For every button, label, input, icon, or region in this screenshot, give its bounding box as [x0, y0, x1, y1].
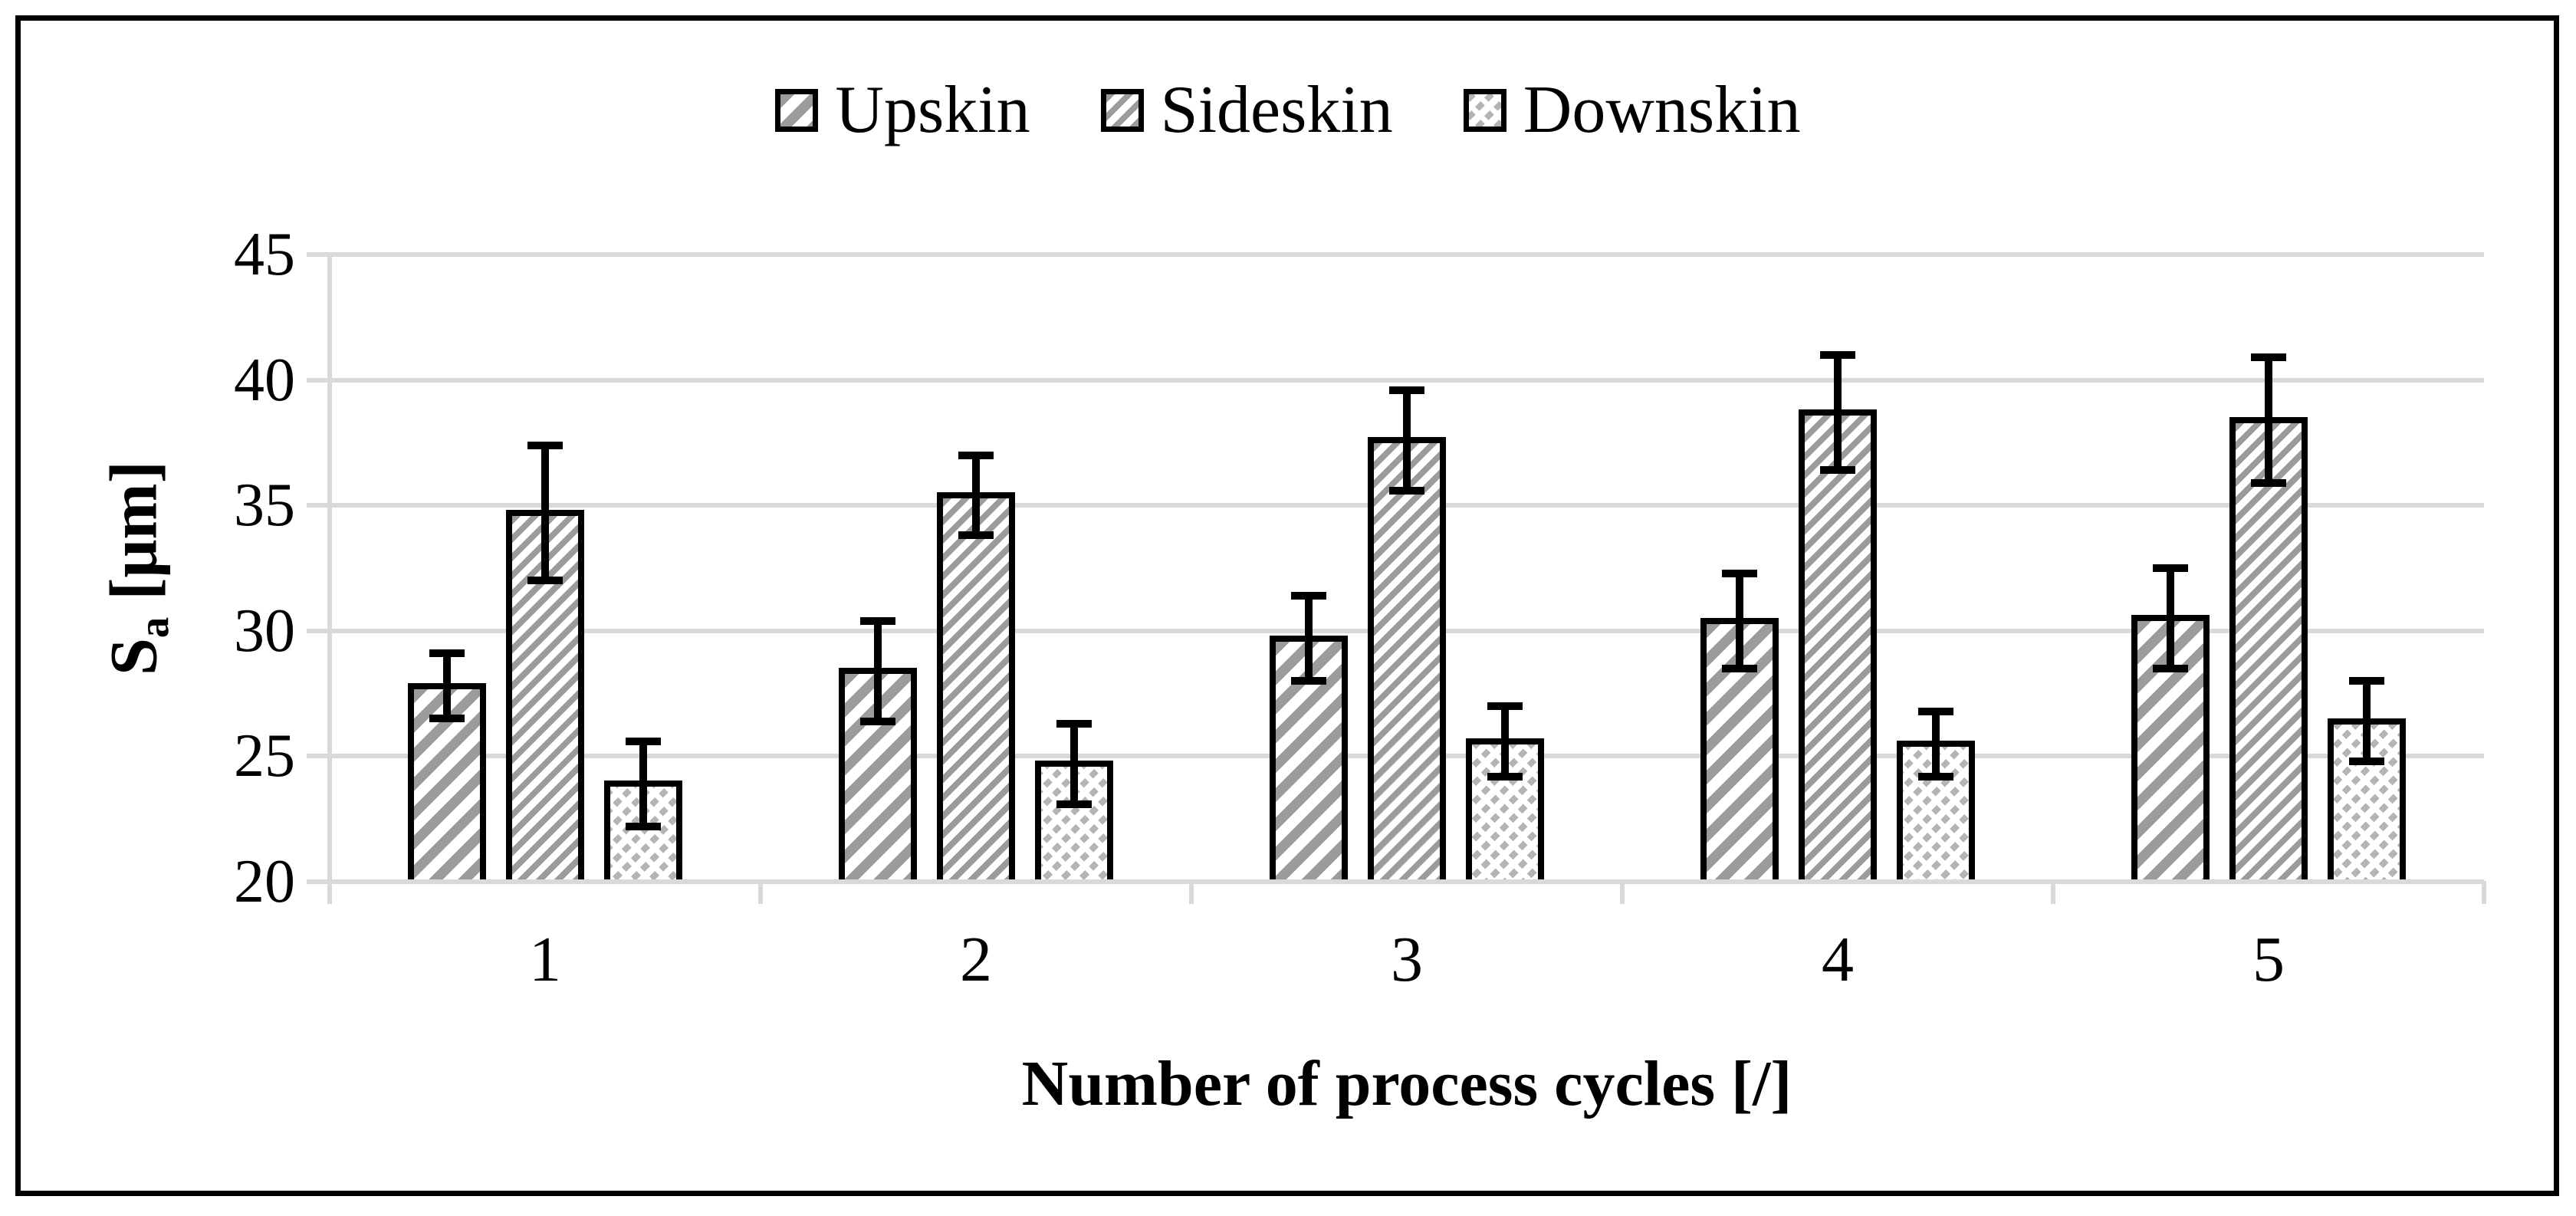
x-axis-line: [330, 879, 2484, 884]
x-axis-tick-4: [2051, 881, 2055, 904]
error-bar-cap-bottom-upskin-cycle-5: [2153, 664, 2188, 672]
error-bar-downskin-cycle-2: [1070, 723, 1078, 804]
x-category-label-2: 2: [960, 924, 992, 995]
y-axis-tick-45: [307, 252, 330, 257]
error-bar-cap-bottom-sideskin-cycle-1: [527, 577, 563, 585]
error-bar-cap-bottom-upskin-cycle-4: [1722, 664, 1757, 672]
error-bar-downskin-cycle-4: [1932, 711, 1940, 777]
x-axis-tick-5: [2482, 881, 2486, 904]
error-bar-upskin-cycle-2: [874, 620, 882, 721]
bar-sideskin-cycle-4: [1799, 409, 1877, 882]
chart-legend: Upskin Sideskin Downskin: [0, 77, 2576, 144]
error-bar-cap-top-sideskin-cycle-1: [527, 441, 563, 449]
y-tick-label-20: 20: [234, 848, 295, 915]
x-axis-tick-2: [1189, 881, 1194, 904]
error-bar-cap-top-downskin-cycle-5: [2349, 677, 2384, 685]
error-bar-cap-top-upskin-cycle-4: [1722, 569, 1757, 577]
error-bar-cap-top-downskin-cycle-2: [1056, 719, 1092, 728]
error-bar-cap-top-sideskin-cycle-5: [2251, 353, 2286, 362]
y-tick-label-45: 45: [234, 221, 295, 288]
error-bar-upskin-cycle-4: [1736, 573, 1743, 669]
legend-item-downskin: Downskin: [1463, 73, 1801, 147]
error-bar-downskin-cycle-5: [2363, 681, 2371, 761]
error-bar-cap-bottom-downskin-cycle-3: [1487, 772, 1523, 781]
x-category-label-1: 1: [529, 924, 561, 995]
y-tick-label-25: 25: [234, 722, 295, 790]
legend-item-sideskin: Sideskin: [1100, 73, 1393, 147]
x-axis-tick-0: [327, 881, 332, 904]
error-bar-cap-bottom-downskin-cycle-5: [2349, 757, 2384, 765]
legend-label-sideskin: Sideskin: [1160, 73, 1393, 147]
error-bar-upskin-cycle-5: [2167, 568, 2174, 669]
bar-sideskin-cycle-3: [1368, 437, 1446, 882]
gridline-40: [330, 377, 2484, 383]
error-bar-downskin-cycle-1: [639, 741, 647, 827]
error-bar-sideskin-cycle-5: [2265, 357, 2272, 483]
legend-item-upskin: Upskin: [775, 77, 1030, 144]
error-bar-downskin-cycle-3: [1501, 705, 1509, 777]
bar-upskin-cycle-3: [1270, 635, 1348, 882]
x-category-label-4: 4: [1822, 924, 1854, 995]
bar-downskin-cycle-3: [1466, 738, 1544, 882]
figure-border: [15, 15, 2559, 1196]
plot-area: 20 25 30 35 40 45 1 2 3 4 5: [234, 221, 2486, 995]
error-bar-cap-top-sideskin-cycle-3: [1389, 386, 1424, 394]
y-tick-label-40: 40: [234, 346, 295, 414]
error-bar-cap-top-downskin-cycle-4: [1918, 707, 1953, 715]
error-bar-cap-top-sideskin-cycle-2: [958, 451, 994, 459]
error-bar-cap-top-upskin-cycle-1: [429, 649, 465, 658]
error-bar-cap-bottom-upskin-cycle-2: [860, 717, 895, 725]
error-bar-cap-top-upskin-cycle-2: [860, 616, 895, 625]
legend-swatch-sideskin-hatch-icon: [1100, 89, 1144, 132]
bar-sideskin-cycle-2: [937, 492, 1015, 882]
error-bar-cap-bottom-upskin-cycle-3: [1291, 677, 1326, 685]
x-category-label-3: 3: [1391, 924, 1423, 995]
y-tick-label-35: 35: [234, 472, 295, 540]
legend-label-downskin: Downskin: [1523, 73, 1801, 147]
x-axis-title: Number of process cycles [/]: [1021, 1048, 1792, 1119]
error-bar-cap-top-downskin-cycle-3: [1487, 702, 1523, 710]
bar-downskin-cycle-4: [1897, 741, 1975, 882]
error-bar-cap-bottom-downskin-cycle-4: [1918, 772, 1953, 781]
y-axis-tick-20: [307, 879, 330, 884]
bar-downskin-cycle-2: [1035, 761, 1113, 882]
y-axis-tick-25: [307, 754, 330, 759]
y-axis-tick-30: [307, 628, 330, 633]
x-axis-tick-3: [1620, 881, 1625, 904]
error-bar-sideskin-cycle-1: [541, 445, 549, 581]
x-category-label-5: 5: [2252, 924, 2285, 995]
error-bar-cap-bottom-sideskin-cycle-3: [1389, 486, 1424, 495]
error-bar-cap-top-upskin-cycle-3: [1291, 591, 1326, 600]
y-axis-line: [327, 255, 332, 884]
gridline-45: [330, 252, 2484, 257]
error-bar-sideskin-cycle-3: [1403, 389, 1411, 491]
y-tick-label-30: 30: [234, 596, 295, 665]
error-bar-cap-bottom-downskin-cycle-1: [626, 823, 661, 831]
y-axis-tick-35: [307, 503, 330, 508]
error-bar-cap-bottom-sideskin-cycle-2: [958, 531, 994, 540]
error-bar-cap-top-sideskin-cycle-4: [1820, 350, 1855, 359]
error-bar-sideskin-cycle-2: [972, 455, 980, 536]
legend-swatch-upskin-hatch-icon: [775, 89, 819, 132]
error-bar-cap-bottom-sideskin-cycle-5: [2251, 478, 2286, 487]
error-bar-cap-bottom-upskin-cycle-1: [429, 715, 465, 723]
legend-swatch-downskin-hatch-icon: [1463, 89, 1506, 132]
error-bar-upskin-cycle-1: [443, 653, 451, 719]
x-axis-tick-1: [758, 881, 763, 904]
error-bar-cap-bottom-downskin-cycle-2: [1056, 800, 1092, 808]
bar-upskin-cycle-4: [1700, 617, 1779, 882]
y-axis-tick-40: [307, 377, 330, 383]
legend-label-upskin: Upskin: [835, 73, 1030, 147]
error-bar-sideskin-cycle-4: [1834, 354, 1842, 471]
error-bar-cap-bottom-sideskin-cycle-4: [1820, 466, 1855, 475]
bar-sideskin-cycle-5: [2229, 416, 2308, 882]
error-bar-upskin-cycle-3: [1305, 595, 1313, 682]
error-bar-cap-top-upskin-cycle-5: [2153, 564, 2188, 572]
error-bar-cap-top-downskin-cycle-1: [626, 737, 661, 745]
